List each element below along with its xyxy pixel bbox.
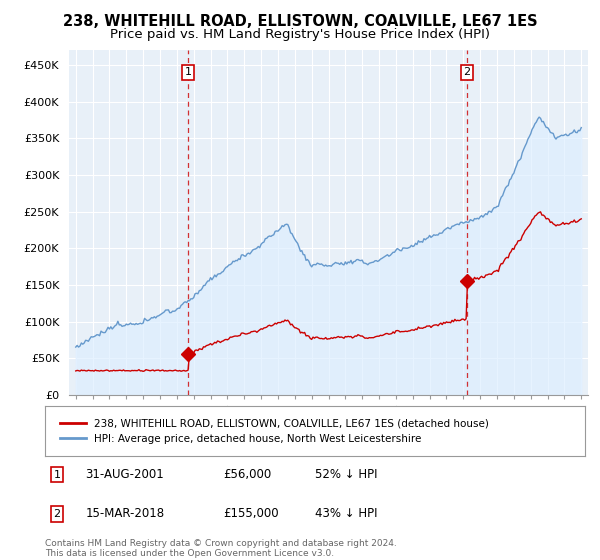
Text: 15-MAR-2018: 15-MAR-2018 (86, 507, 164, 520)
Text: 52% ↓ HPI: 52% ↓ HPI (315, 468, 377, 481)
Text: Contains HM Land Registry data © Crown copyright and database right 2024.
This d: Contains HM Land Registry data © Crown c… (45, 539, 397, 558)
Text: 31-AUG-2001: 31-AUG-2001 (86, 468, 164, 481)
Legend: 238, WHITEHILL ROAD, ELLISTOWN, COALVILLE, LE67 1ES (detached house), HPI: Avera: 238, WHITEHILL ROAD, ELLISTOWN, COALVILL… (56, 414, 493, 448)
Text: 1: 1 (185, 67, 191, 77)
Text: £155,000: £155,000 (223, 507, 279, 520)
Text: 1: 1 (53, 470, 61, 479)
Text: 238, WHITEHILL ROAD, ELLISTOWN, COALVILLE, LE67 1ES: 238, WHITEHILL ROAD, ELLISTOWN, COALVILL… (62, 14, 538, 29)
Text: 2: 2 (53, 509, 61, 519)
Text: Price paid vs. HM Land Registry's House Price Index (HPI): Price paid vs. HM Land Registry's House … (110, 28, 490, 41)
Text: 43% ↓ HPI: 43% ↓ HPI (315, 507, 377, 520)
Text: 2: 2 (463, 67, 470, 77)
Text: £56,000: £56,000 (223, 468, 271, 481)
